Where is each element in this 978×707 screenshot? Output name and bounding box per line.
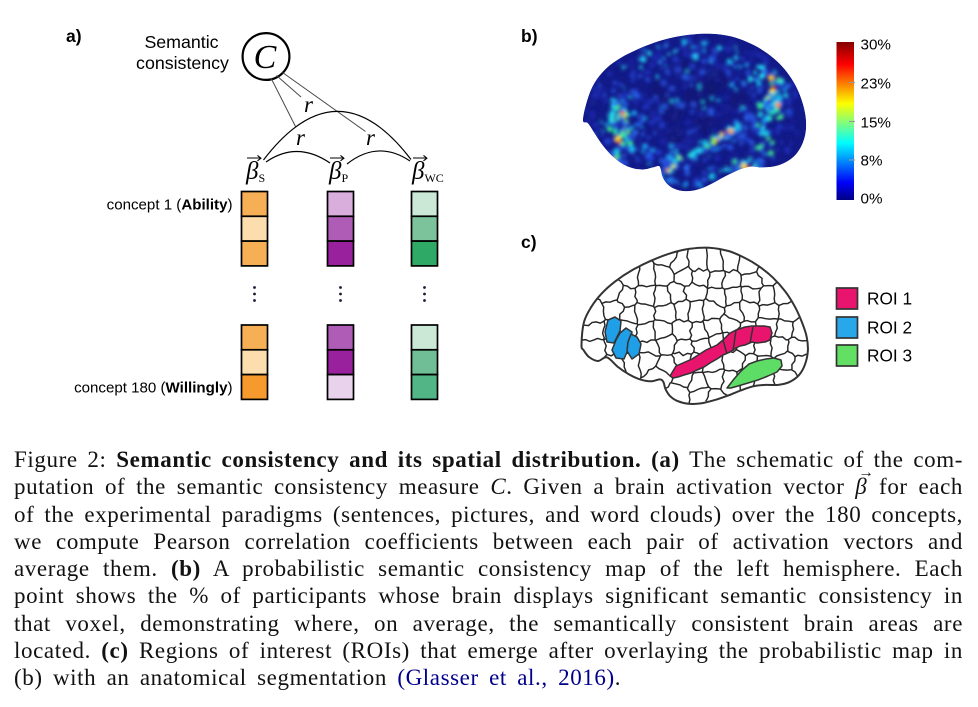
svg-text:concept 1 (Ability): concept 1 (Ability) xyxy=(107,197,233,214)
svg-text:concept 180 (Willingly): concept 180 (Willingly) xyxy=(74,380,232,397)
svg-text:c): c) xyxy=(521,232,537,252)
svg-text:Semantic: Semantic xyxy=(144,32,218,52)
svg-text:r: r xyxy=(366,125,376,150)
svg-text:βS: βS xyxy=(245,158,265,185)
svg-text:a): a) xyxy=(66,26,82,46)
svg-text:r: r xyxy=(304,92,314,117)
svg-text:30%: 30% xyxy=(861,37,891,54)
svg-text:ROI 1: ROI 1 xyxy=(867,289,912,309)
svg-text:C: C xyxy=(254,39,277,76)
svg-text:ROI 3: ROI 3 xyxy=(867,346,912,366)
svg-text:23%: 23% xyxy=(861,76,891,93)
svg-text:βP: βP xyxy=(328,158,348,185)
svg-text:b): b) xyxy=(521,26,538,46)
svg-text:8%: 8% xyxy=(861,153,883,170)
svg-text:15%: 15% xyxy=(861,115,891,132)
svg-text:0%: 0% xyxy=(861,191,883,208)
svg-text:r: r xyxy=(296,125,306,150)
svg-text:consistency: consistency xyxy=(136,53,229,73)
svg-text:ROI 2: ROI 2 xyxy=(867,318,912,338)
svg-text:βWC: βWC xyxy=(411,158,444,185)
